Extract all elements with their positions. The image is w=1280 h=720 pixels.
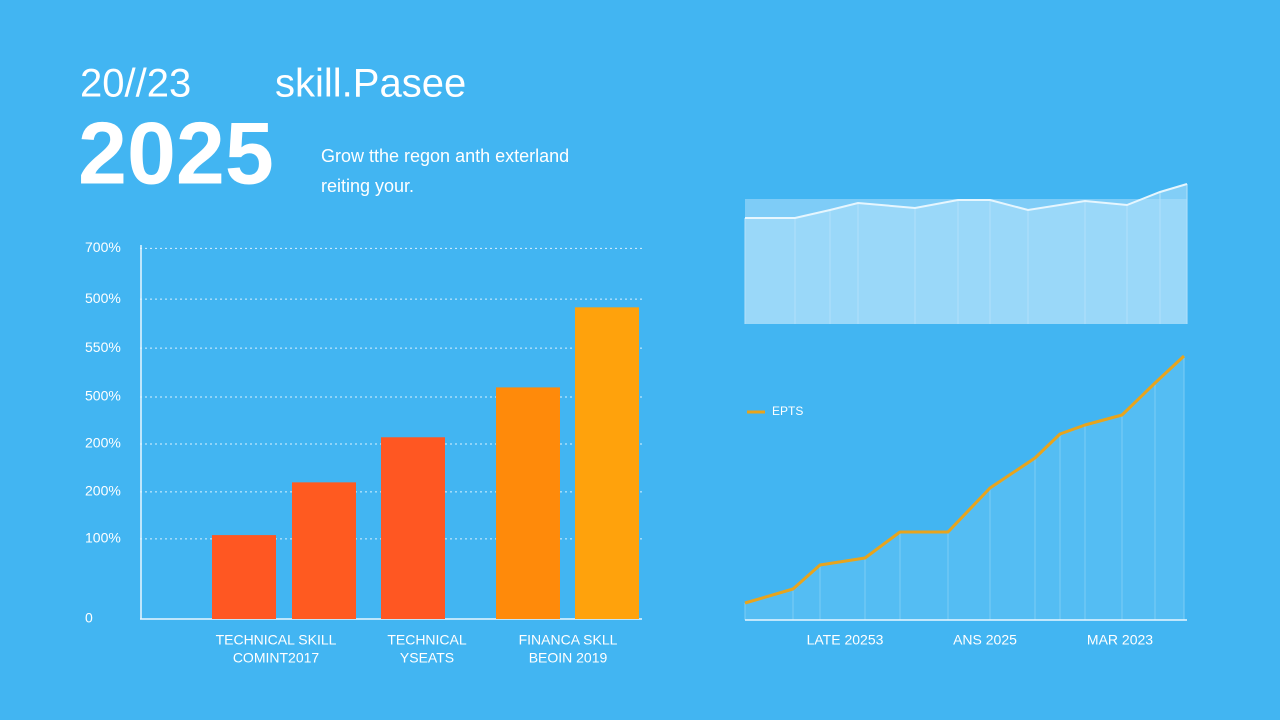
bar: [292, 482, 356, 619]
x-tick-label: TECHNICAL SKILL: [216, 632, 337, 648]
y-tick-label: 0: [85, 610, 93, 626]
bar: [575, 307, 639, 619]
bar: [381, 437, 445, 619]
legend-label: EPTS: [772, 404, 803, 418]
x-tick-label: YSEATS: [400, 650, 454, 666]
bar: [212, 535, 276, 619]
bar: [496, 387, 560, 619]
y-tick-label: 550%: [85, 339, 121, 355]
y-tick-label: 200%: [85, 483, 121, 499]
x-tick-label: FINANCA SKLL: [519, 632, 618, 648]
x-tick-label: LATE 20253: [807, 632, 884, 648]
y-tick-label: 100%: [85, 530, 121, 546]
y-tick-label: 200%: [85, 435, 121, 451]
x-tick-label: ANS 2025: [953, 632, 1017, 648]
y-tick-label: 700%: [85, 239, 121, 255]
brand: skill.Pasee: [275, 62, 466, 106]
tagline: Grow tthe regon anth exterland: [321, 146, 569, 166]
x-tick-label: BEOIN 2019: [529, 650, 608, 666]
y-tick-label: 500%: [85, 290, 121, 306]
x-tick-label: MAR 2023: [1087, 632, 1153, 648]
year-large: 2025: [78, 103, 274, 202]
y-tick-label: 500%: [85, 388, 121, 404]
area: [745, 184, 1187, 324]
tagline: reiting your.: [321, 176, 414, 196]
x-tick-label: COMINT2017: [233, 650, 320, 666]
x-tick-label: TECHNICAL: [387, 632, 467, 648]
line: [745, 183, 1188, 219]
area: [745, 356, 1184, 620]
year-small: 20//23: [80, 62, 191, 106]
series-line: [744, 354, 1186, 605]
